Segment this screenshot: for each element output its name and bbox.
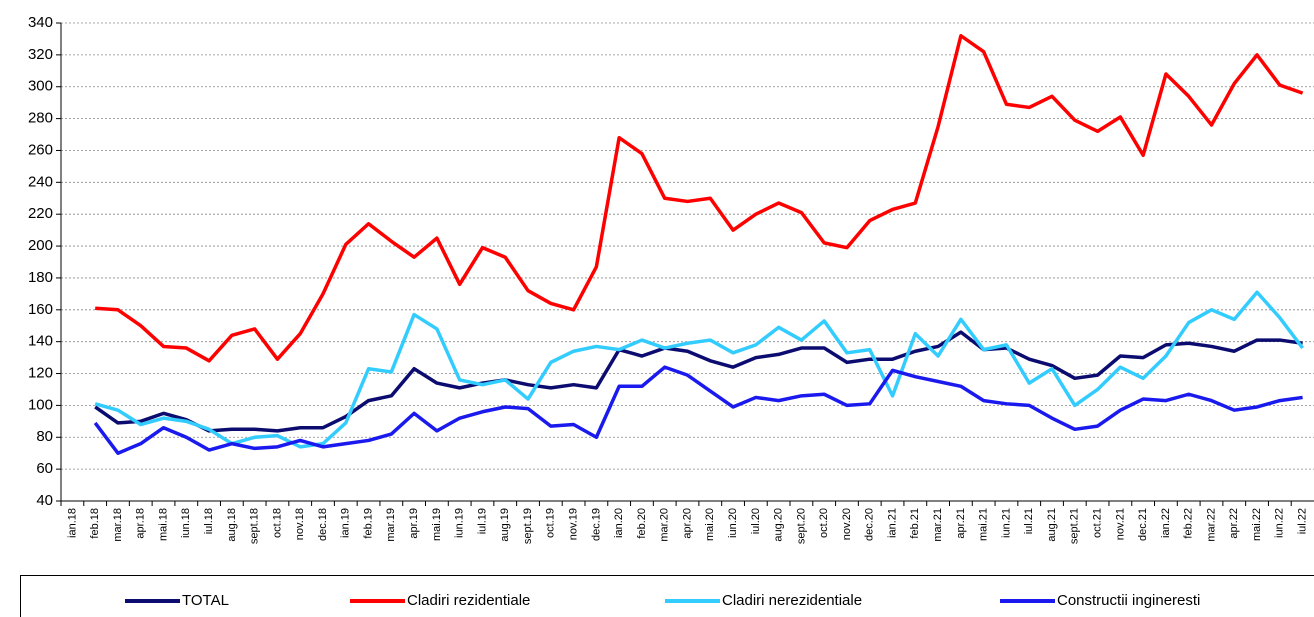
x-tick-label: apr.19	[408, 508, 420, 539]
x-tick-label: mar.19	[385, 508, 397, 542]
legend-box	[20, 575, 1314, 617]
y-tick-label: 260	[28, 141, 53, 158]
y-tick-label: 320	[28, 46, 53, 63]
x-tick-label: iun.19	[454, 508, 466, 538]
x-tick-label: iun.21	[1000, 508, 1012, 538]
x-tick-label: nov.21	[1114, 508, 1126, 540]
y-tick-label: 100	[28, 396, 53, 413]
x-tick-label: apr.18	[135, 508, 147, 539]
x-tick-label: feb.19	[362, 508, 374, 539]
x-tick-label: mai.19	[431, 508, 443, 541]
x-tick-label: feb.18	[89, 508, 101, 539]
legend-label: Constructii ingineresti	[1057, 592, 1200, 609]
x-tick-label: feb.21	[909, 508, 921, 539]
x-tick-label: feb.22	[1183, 508, 1195, 539]
x-tick-label: iun.22	[1274, 508, 1286, 538]
legend-label: Cladiri rezidentiale	[407, 592, 530, 609]
y-tick-label: 60	[36, 460, 53, 477]
x-tick-label: aug.18	[226, 508, 238, 542]
y-tick-label: 200	[28, 237, 53, 254]
x-tick-label: oct.18	[271, 508, 283, 538]
x-tick-label: nov.20	[841, 508, 853, 540]
legend-label: TOTAL	[182, 592, 229, 609]
x-tick-label: iul.22	[1297, 508, 1309, 534]
y-tick-label: 300	[28, 78, 53, 95]
x-tick-label: sept.19	[522, 508, 534, 544]
x-tick-label: aug.21	[1046, 508, 1058, 542]
y-tick-label: 120	[28, 365, 53, 382]
series-line	[94, 290, 1305, 449]
x-tick-label: mai.18	[157, 508, 169, 541]
y-tick-label: 240	[28, 173, 53, 190]
series-line	[94, 330, 1303, 433]
x-tick-label: sept.18	[249, 508, 261, 544]
x-tick-label: mai.22	[1251, 508, 1263, 541]
x-tick-label: mai.20	[704, 508, 716, 541]
x-tick-label: apr.20	[681, 508, 693, 539]
x-tick-label: iul.20	[750, 508, 762, 534]
x-tick-label: oct.20	[818, 508, 830, 538]
x-tick-label: dec.20	[864, 508, 876, 541]
y-tick-label: 180	[28, 269, 53, 286]
x-tick-label: nov.18	[294, 508, 306, 540]
x-tick-label: mar.20	[659, 508, 671, 542]
y-tick-label: 140	[28, 333, 53, 350]
x-tick-label: dec.18	[317, 508, 329, 541]
x-tick-label: iun.20	[727, 508, 739, 538]
x-tick-label: mar.21	[932, 508, 944, 542]
x-tick-label: iul.19	[476, 508, 488, 534]
x-tick-label: nov.19	[567, 508, 579, 540]
x-tick-label: mar.18	[112, 508, 124, 542]
x-tick-label: aug.20	[773, 508, 785, 542]
x-tick-label: feb.20	[636, 508, 648, 539]
x-tick-label: apr.22	[1228, 508, 1240, 539]
x-tick-label: mai.21	[978, 508, 990, 541]
y-tick-label: 160	[28, 301, 53, 318]
series-line	[95, 34, 1304, 363]
x-tick-label: sept.20	[795, 508, 807, 544]
x-tick-label: iul.21	[1023, 508, 1035, 534]
y-tick-label: 340	[28, 14, 53, 31]
y-tick-label: 220	[28, 205, 53, 222]
x-tick-label: ian.19	[340, 508, 352, 538]
x-tick-label: oct.21	[1091, 508, 1103, 538]
series-line	[93, 365, 1303, 455]
x-tick-label: ian.21	[886, 508, 898, 538]
x-tick-label: dec.21	[1137, 508, 1149, 541]
y-tick-label: 80	[36, 428, 53, 445]
x-tick-label: mar.22	[1205, 508, 1217, 542]
x-tick-label: ian.22	[1160, 508, 1172, 538]
x-tick-label: sept.21	[1069, 508, 1081, 544]
y-tick-label: 40	[36, 492, 53, 509]
legend-label: Cladiri nerezidentiale	[722, 592, 862, 609]
x-tick-label: aug.19	[499, 508, 511, 542]
y-tick-label: 280	[28, 110, 53, 127]
x-tick-label: iul.18	[203, 508, 215, 534]
x-tick-label: apr.21	[955, 508, 967, 539]
x-tick-label: oct.19	[545, 508, 557, 538]
x-tick-label: ian.18	[66, 508, 78, 538]
x-tick-label: iun.18	[180, 508, 192, 538]
x-tick-label: ian.20	[613, 508, 625, 538]
x-tick-label: dec.19	[590, 508, 602, 541]
